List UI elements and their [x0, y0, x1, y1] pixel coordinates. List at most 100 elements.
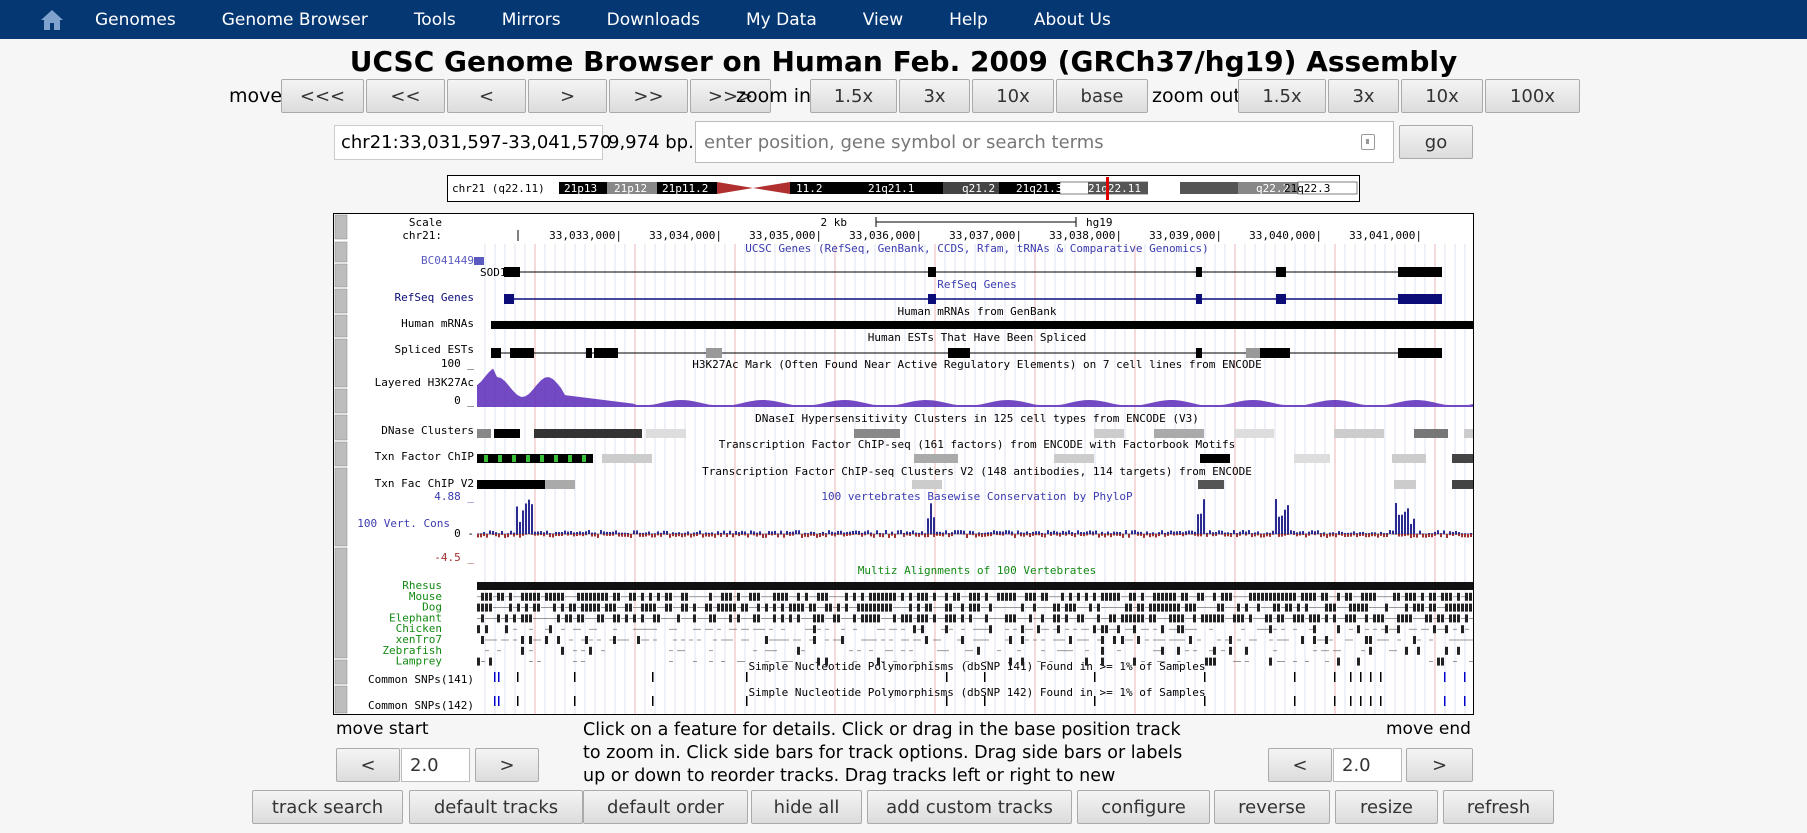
- track-side-bar[interactable]: [334, 467, 348, 547]
- ruler-tick-label: 33,034,000|: [649, 229, 722, 242]
- nav-tools[interactable]: Tools: [413, 9, 456, 30]
- move-end-right-button[interactable]: >: [1406, 748, 1473, 782]
- resize-button[interactable]: resize: [1335, 790, 1438, 824]
- chromosome-ideogram[interactable]: chr21 (q22.11) 21p13 21p12 21p11.2 11.2 …: [447, 175, 1360, 202]
- band-label: q21.2: [962, 182, 995, 195]
- species-label[interactable]: Mouse: [409, 590, 442, 603]
- ruler-tick-label: 33,038,000|: [1049, 229, 1122, 242]
- nav-genome-browser[interactable]: Genome Browser: [221, 9, 368, 30]
- ruler-tick-label: 33,036,000|: [849, 229, 922, 242]
- band-label: 21p12: [614, 182, 647, 195]
- configure-button[interactable]: configure: [1077, 790, 1210, 824]
- refresh-button[interactable]: refresh: [1443, 790, 1554, 824]
- track-side-bar[interactable]: [334, 441, 348, 467]
- track-side-bar[interactable]: [334, 214, 348, 240]
- est-label[interactable]: Spliced ESTs: [395, 343, 474, 356]
- go-button[interactable]: go: [1399, 125, 1473, 159]
- nav-view[interactable]: View: [862, 9, 904, 30]
- zoom-out-1-5x-button[interactable]: 1.5x: [1238, 79, 1326, 113]
- move-end-input[interactable]: [1333, 748, 1402, 782]
- track-side-bar[interactable]: [334, 241, 348, 263]
- h3k-title: H3K27Ac Mark (Often Found Near Active Re…: [692, 358, 1262, 371]
- assembly-label: hg19: [1086, 216, 1113, 229]
- track-side-bar[interactable]: [334, 314, 348, 338]
- move-left-more-button[interactable]: <<: [366, 79, 445, 113]
- move-start-label: move start: [336, 719, 429, 739]
- species-label[interactable]: Chicken: [396, 622, 442, 635]
- nav-my-data[interactable]: My Data: [746, 9, 817, 30]
- species-label[interactable]: Zebrafish: [382, 644, 442, 657]
- nav-genomes[interactable]: Genomes: [95, 9, 176, 30]
- mrna-label[interactable]: Human mRNAs: [401, 317, 474, 330]
- track-side-bar[interactable]: [334, 388, 348, 414]
- track-side-bar[interactable]: [334, 338, 348, 388]
- zoom-in-1-5x-button[interactable]: 1.5x: [810, 79, 897, 113]
- zoom-base-button[interactable]: base: [1056, 79, 1148, 113]
- zoom-in-10x-button[interactable]: 10x: [972, 79, 1054, 113]
- move-left-far-button[interactable]: <<<: [281, 79, 364, 113]
- zoom-out-100x-button[interactable]: 100x: [1485, 79, 1580, 113]
- txn2-label[interactable]: Txn Fac ChIP V2: [375, 477, 474, 490]
- h3k-bottom-label: 0 _: [454, 394, 474, 407]
- home-icon[interactable]: [32, 0, 72, 39]
- species-label[interactable]: xenTro7: [396, 633, 442, 646]
- move-right-far-button[interactable]: >>>: [690, 79, 771, 113]
- default-order-button[interactable]: default order: [583, 790, 748, 824]
- track-side-bar[interactable]: [334, 263, 348, 288]
- nav-about-us[interactable]: About Us: [1033, 9, 1111, 30]
- track-side-bar[interactable]: [334, 547, 348, 659]
- band-label: 21q21.3: [1016, 182, 1062, 195]
- track-search-button[interactable]: track search: [252, 790, 403, 824]
- dnase-title: DNaseI Hypersensitivity Clusters in 125 …: [755, 412, 1199, 425]
- ruler-tick-label: 33,039,000|: [1149, 229, 1222, 242]
- band-label: 21p13: [564, 182, 597, 195]
- reverse-button[interactable]: reverse: [1214, 790, 1330, 824]
- add-custom-tracks-button[interactable]: add custom tracks: [867, 790, 1072, 824]
- zoom-in-3x-button[interactable]: 3x: [899, 79, 970, 113]
- band-label: q22.2: [1256, 182, 1289, 195]
- species-label[interactable]: Lamprey: [396, 655, 443, 668]
- zoom-out-10x-button[interactable]: 10x: [1401, 79, 1483, 113]
- nav-mirrors[interactable]: Mirrors: [501, 9, 561, 30]
- move-right-button[interactable]: >: [528, 79, 607, 113]
- zoom-out-3x-button[interactable]: 3x: [1328, 79, 1399, 113]
- genome-browser-image[interactable]: Scale chr21: 2 kb hg19 33,033,000| 33,034…: [333, 213, 1474, 715]
- ruler-tick-label: 33,033,000|: [549, 229, 622, 242]
- species-label[interactable]: Elephant: [389, 611, 442, 624]
- snp141-title: Simple Nucleotide Polymorphisms (dbSNP 1…: [749, 660, 1206, 673]
- position-display[interactable]: chr21:33,031,597-33,041,570: [334, 125, 611, 160]
- band-label: 11.2: [796, 182, 823, 195]
- search-input[interactable]: [695, 121, 1394, 163]
- snp142-label[interactable]: Common SNPs(142): [368, 699, 474, 712]
- hide-all-button[interactable]: hide all: [751, 790, 862, 824]
- move-start-right-button[interactable]: >: [475, 748, 539, 782]
- track-side-bar[interactable]: [334, 288, 348, 314]
- species-label[interactable]: Rhesus: [402, 579, 442, 592]
- zoom-out-label: zoom out: [1152, 85, 1241, 107]
- track-side-bar[interactable]: [334, 414, 348, 441]
- h3k-label[interactable]: Layered H3K27Ac: [375, 376, 474, 389]
- txn-label[interactable]: Txn Factor ChIP: [375, 450, 475, 463]
- nav-downloads[interactable]: Downloads: [606, 9, 701, 30]
- bc041449-label[interactable]: BC041449: [421, 254, 474, 267]
- snp142-title: Simple Nucleotide Polymorphisms (dbSNP 1…: [749, 686, 1206, 699]
- snp141-label[interactable]: Common SNPs(141): [368, 673, 474, 686]
- keyboard-icon[interactable]: [1361, 134, 1375, 150]
- dnase-label[interactable]: DNase Clusters: [381, 424, 474, 437]
- track-side-bar[interactable]: [334, 685, 348, 714]
- move-left-button[interactable]: <: [447, 79, 526, 113]
- species-label[interactable]: Dog: [422, 601, 442, 614]
- cons-label[interactable]: 100 Vert. Cons: [357, 517, 450, 530]
- ruler-tick-label: 33,035,000|: [749, 229, 822, 242]
- move-start-left-button[interactable]: <: [336, 748, 400, 782]
- refseq-label[interactable]: RefSeq Genes: [395, 291, 474, 304]
- track-side-bar[interactable]: [334, 659, 348, 685]
- sod1-label[interactable]: SOD1: [480, 266, 507, 279]
- move-end-left-button[interactable]: <: [1268, 748, 1332, 782]
- nav-help[interactable]: Help: [949, 9, 988, 30]
- band-label: 21q21.1: [868, 182, 914, 195]
- move-start-input[interactable]: [401, 748, 470, 782]
- h3k-top-label: 100 _: [441, 357, 474, 370]
- move-right-more-button[interactable]: >>: [609, 79, 688, 113]
- default-tracks-button[interactable]: default tracks: [409, 790, 583, 824]
